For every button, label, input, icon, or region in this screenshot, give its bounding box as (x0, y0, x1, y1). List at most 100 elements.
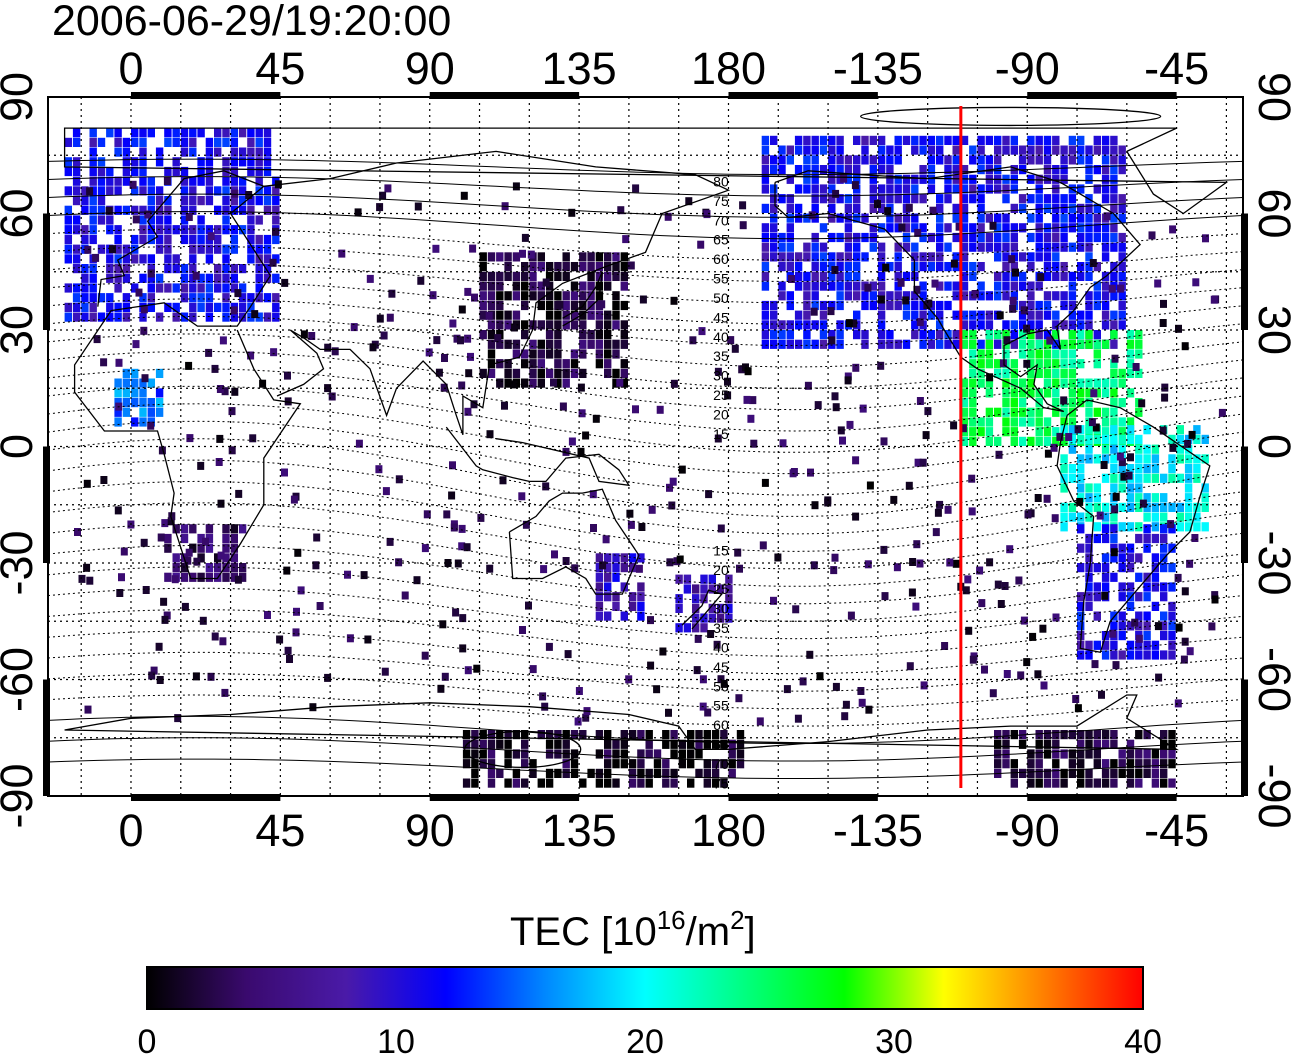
tec-cell (1143, 749, 1151, 759)
tec-cell (139, 137, 147, 147)
tec-cell (969, 194, 977, 204)
tec-cell (1167, 520, 1175, 529)
tec-cell (1112, 661, 1120, 670)
tec-cell (927, 145, 936, 155)
tec-cell (1118, 271, 1126, 281)
tec-cell (770, 330, 778, 340)
tec-cell (853, 165, 861, 175)
tec-cell (1002, 407, 1010, 417)
tec-cell (1110, 759, 1118, 769)
tec-cell (720, 730, 728, 740)
tec-cell (911, 291, 919, 301)
tec-cell (1085, 512, 1093, 522)
tec-cell (1085, 768, 1093, 778)
tec-cell (529, 759, 537, 769)
tec-cell (977, 291, 985, 301)
tec-cell (114, 205, 122, 215)
tec-cell (1002, 135, 1010, 145)
tec-cell (247, 196, 255, 206)
tec-cell (1160, 621, 1168, 631)
tec-cell (927, 339, 936, 349)
tec-cell (1093, 184, 1101, 194)
tec-cell (1168, 601, 1176, 611)
tec-cell (811, 501, 819, 510)
tec-cell (499, 476, 507, 485)
tec-cell (1052, 291, 1060, 301)
tec-cell (395, 558, 403, 567)
tec-cell (214, 137, 222, 147)
tec-cell (1143, 454, 1151, 464)
tec-cell (902, 296, 910, 305)
tec-cell (794, 252, 803, 262)
tec-cell (678, 739, 687, 749)
tec-cell (844, 165, 853, 175)
tec-cell (1143, 543, 1151, 553)
tec-cell (81, 186, 89, 196)
tec-cell (1093, 281, 1101, 291)
tec-cell (786, 155, 794, 165)
tec-cell (554, 349, 562, 359)
tec-cell (927, 184, 936, 194)
tec-cell (521, 778, 529, 788)
tec-cell (542, 278, 550, 287)
tec-cell (786, 300, 794, 311)
tec-cell (185, 548, 193, 557)
tec-cell (205, 273, 214, 283)
tec-cell (1160, 749, 1168, 759)
mlat-label: 55 (713, 271, 729, 287)
tec-cell (952, 252, 960, 262)
tec-cell (653, 685, 661, 694)
tec-cell (1060, 291, 1068, 301)
tec-cell (595, 339, 604, 349)
tec-cell (1101, 572, 1110, 582)
tec-cell (1135, 572, 1143, 582)
tec-cell (911, 252, 919, 262)
tec-cell (247, 147, 255, 157)
tec-cell (172, 166, 180, 177)
mlat-contour (48, 523, 1243, 587)
tec-cell (692, 584, 700, 594)
tec-cell (214, 302, 222, 312)
tec-cell (1068, 368, 1077, 378)
tec-cell (554, 359, 562, 369)
tec-cell (571, 564, 579, 573)
tec-cell (1074, 425, 1082, 434)
tec-cell (687, 749, 695, 759)
tec-cell (749, 396, 757, 405)
tec-cell (786, 262, 794, 272)
tec-cell (1101, 434, 1110, 444)
tec-cell (620, 339, 628, 349)
tec-cell (927, 262, 936, 272)
tec-cell (1018, 223, 1027, 233)
tec-cell (529, 339, 537, 349)
tec-cell (263, 264, 272, 274)
tec-cell (968, 507, 976, 516)
tec-cell (1184, 512, 1193, 522)
tec-cell (180, 215, 189, 225)
tec-cell (977, 203, 985, 213)
tec-cell (844, 242, 853, 252)
tec-cell (687, 778, 695, 788)
tec-cell (1093, 483, 1101, 493)
tec-cell (269, 258, 277, 267)
tec-cell (294, 548, 302, 557)
tec-cell (844, 194, 853, 204)
tec-cell (1035, 398, 1043, 408)
tec-cell (960, 310, 969, 320)
tec-cell (238, 176, 247, 186)
tec-cell (880, 545, 888, 554)
tec-cell (97, 186, 106, 196)
tec-cell (620, 759, 628, 769)
tec-cell (205, 176, 214, 186)
tec-cell (81, 312, 89, 322)
tec-cell (139, 293, 147, 303)
tec-cell (1035, 407, 1043, 417)
tec-cell (1101, 174, 1110, 184)
tec-cell (1101, 591, 1109, 600)
tec-cell (839, 436, 846, 445)
tec-cell (1174, 699, 1182, 708)
tec-cell (936, 213, 944, 223)
tec-cell (960, 271, 969, 281)
tec-cell (443, 510, 451, 519)
tec-cell (700, 623, 708, 633)
